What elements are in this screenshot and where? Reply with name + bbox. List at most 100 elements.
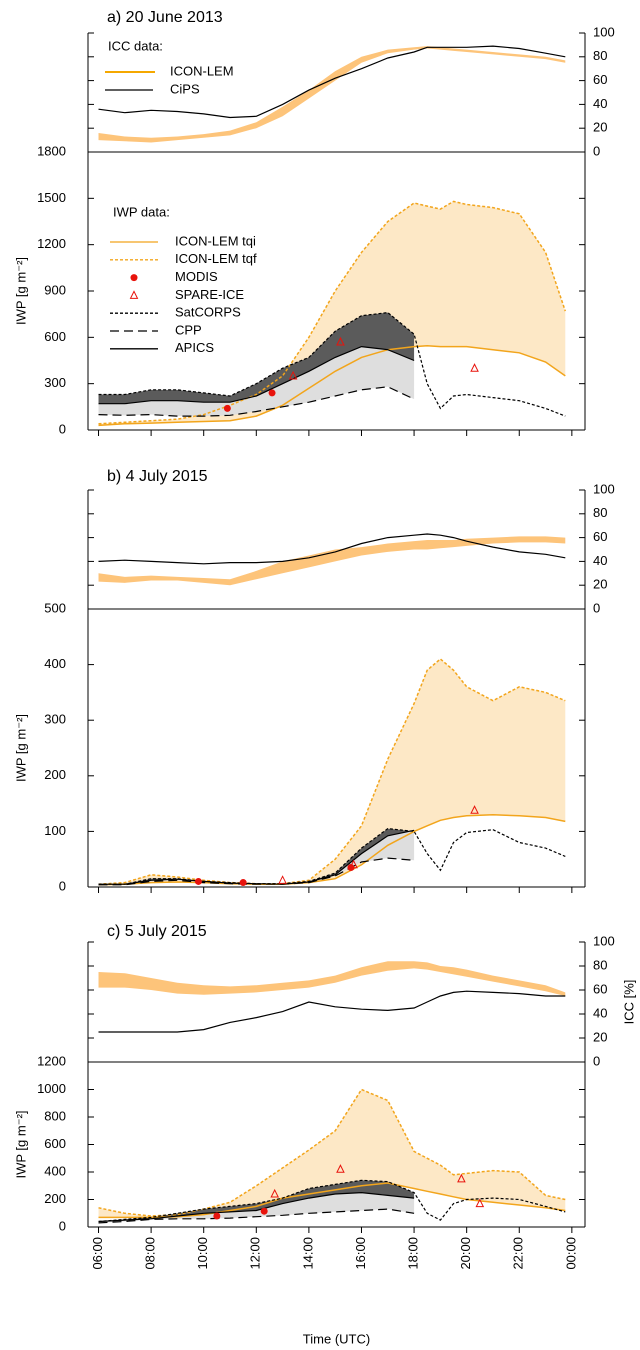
y-tick-label: 300 bbox=[44, 712, 66, 727]
y2-tick-label: 20 bbox=[593, 577, 607, 592]
modis-point bbox=[239, 879, 247, 887]
series-line bbox=[98, 1179, 566, 1223]
icc-band bbox=[98, 46, 566, 143]
range-fill bbox=[98, 312, 415, 404]
y-tick-label: 1200 bbox=[37, 236, 66, 251]
y-tick-label: 1000 bbox=[37, 1081, 66, 1096]
x-tick-label: 08:00 bbox=[143, 1237, 158, 1270]
y-axis-label: IWP [g m⁻²] bbox=[13, 257, 28, 325]
y2-tick-label: 100 bbox=[593, 481, 615, 496]
y-tick-label: 100 bbox=[44, 823, 66, 838]
range-fill bbox=[98, 201, 566, 426]
legend-label: ICON-LEM tqf bbox=[175, 251, 257, 266]
series-line bbox=[98, 1182, 566, 1219]
y-tick-label: 200 bbox=[44, 1191, 66, 1206]
x-tick-label: 14:00 bbox=[300, 1237, 315, 1270]
y-tick-label: 300 bbox=[44, 375, 66, 390]
legend-label: MODIS bbox=[175, 269, 218, 284]
panel-title: b) 4 July 2015 bbox=[107, 468, 208, 485]
y-tick-label: 1500 bbox=[37, 190, 66, 205]
panel-title: a) 20 June 2013 bbox=[107, 9, 223, 26]
legend-swatch bbox=[129, 290, 139, 299]
x-tick-label: 18:00 bbox=[406, 1237, 421, 1270]
y-tick-label: 400 bbox=[44, 1163, 66, 1178]
series-line bbox=[98, 829, 415, 885]
series-line bbox=[98, 813, 566, 886]
modis-point bbox=[268, 389, 276, 397]
y2-tick-label: 60 bbox=[593, 981, 607, 996]
spare-ice-point bbox=[288, 370, 298, 380]
legend-label: ICON-LEM tqi bbox=[175, 233, 256, 248]
legend-label: APICS bbox=[175, 340, 214, 355]
y-tick-label: 800 bbox=[44, 1108, 66, 1123]
y2-tick-label: 40 bbox=[593, 1005, 607, 1020]
y2-tick-label: 20 bbox=[593, 120, 607, 135]
spare-ice-point bbox=[475, 1198, 485, 1208]
y-tick-label: 200 bbox=[44, 767, 66, 782]
series-line bbox=[98, 1208, 415, 1224]
y-tick-label: 600 bbox=[44, 329, 66, 344]
y2-tick-label: 100 bbox=[593, 933, 615, 948]
range-fill bbox=[98, 659, 566, 885]
y2-axis-label: ICC [%] bbox=[621, 980, 636, 1025]
spare-ice-point bbox=[470, 363, 479, 372]
x-tick-label: 22:00 bbox=[511, 1237, 526, 1270]
spare-ice-point bbox=[278, 875, 287, 884]
spare-ice-point bbox=[336, 1164, 345, 1173]
y-tick-label: 500 bbox=[44, 600, 66, 615]
series-line bbox=[98, 990, 566, 1033]
y2-tick-label: 40 bbox=[593, 96, 607, 111]
series-line bbox=[98, 311, 566, 417]
legend-label: CPP bbox=[175, 322, 202, 337]
x-tick-label: 12:00 bbox=[248, 1237, 263, 1270]
series-line bbox=[98, 45, 566, 119]
modis-point bbox=[194, 877, 202, 885]
spare-ice-point bbox=[457, 1173, 466, 1183]
legend-label: SatCORPS bbox=[175, 305, 241, 320]
y2-tick-label: 60 bbox=[593, 529, 607, 544]
y-tick-label: 600 bbox=[44, 1136, 66, 1151]
y2-tick-label: 60 bbox=[593, 72, 607, 87]
y2-tick-label: 80 bbox=[593, 48, 607, 63]
y-tick-label: 900 bbox=[44, 282, 66, 297]
x-tick-label: 16:00 bbox=[353, 1237, 368, 1270]
y2-tick-label: 0 bbox=[593, 143, 600, 158]
legend-title: ICC data: bbox=[108, 38, 163, 53]
spare-ice-point bbox=[470, 805, 479, 814]
legend-swatch bbox=[130, 274, 138, 282]
legend-title: IWP data: bbox=[113, 204, 170, 219]
legend-label: ICON-LEM bbox=[170, 63, 234, 78]
range-fill bbox=[98, 1192, 415, 1223]
x-tick-label: 06:00 bbox=[90, 1237, 105, 1270]
x-tick-label: 20:00 bbox=[458, 1237, 473, 1270]
y2-tick-label: 80 bbox=[593, 957, 607, 972]
y-tick-label: 1200 bbox=[37, 1053, 66, 1068]
y-tick-label: 1800 bbox=[37, 143, 66, 158]
y2-tick-label: 20 bbox=[593, 1029, 607, 1044]
y-tick-label: 0 bbox=[59, 878, 66, 893]
series-line bbox=[98, 345, 566, 427]
y2-tick-label: 80 bbox=[593, 505, 607, 520]
y-tick-label: 0 bbox=[59, 1218, 66, 1233]
range-fill bbox=[98, 1089, 566, 1218]
series-line bbox=[98, 827, 566, 885]
range-fill bbox=[98, 346, 415, 417]
spare-ice-point bbox=[336, 336, 345, 346]
y2-tick-label: 40 bbox=[593, 553, 607, 568]
spare-ice-point bbox=[270, 1188, 280, 1198]
x-axis-label: Time (UTC) bbox=[303, 1331, 370, 1346]
series-line bbox=[98, 1088, 566, 1217]
legend-label: CiPS bbox=[170, 81, 200, 96]
y2-tick-label: 0 bbox=[593, 1053, 600, 1068]
series-line bbox=[98, 1191, 415, 1223]
icc-band bbox=[98, 961, 566, 996]
modis-point bbox=[213, 1212, 221, 1220]
series-line bbox=[98, 345, 415, 405]
y-axis-label: IWP [g m⁻²] bbox=[13, 1110, 28, 1178]
y-tick-label: 0 bbox=[59, 421, 66, 436]
y2-tick-label: 0 bbox=[593, 600, 600, 615]
y-axis-label: IWP [g m⁻²] bbox=[13, 714, 28, 782]
panel-title: c) 5 July 2015 bbox=[107, 923, 207, 940]
series-line bbox=[98, 386, 415, 417]
